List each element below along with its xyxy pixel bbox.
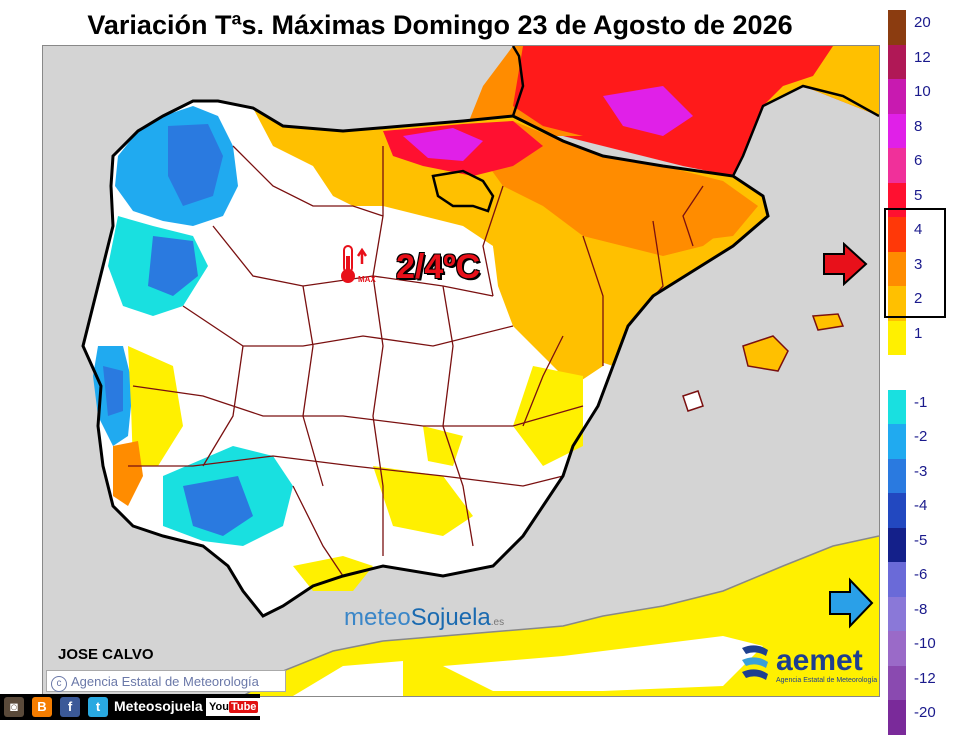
france-warm-region <box>503 46 879 176</box>
ibiza <box>682 390 704 412</box>
province-borders <box>128 145 704 577</box>
aemet-logo: aemet Agencia Estatal de Meteorología <box>736 640 878 688</box>
author-credit: JOSE CALVO <box>58 646 154 663</box>
legend-label: -4 <box>914 497 928 514</box>
legend-label: -8 <box>914 600 928 618</box>
legend-swatch <box>888 44 906 79</box>
aemet-subtitle: Agencia Estatal de Meteorología <box>776 677 878 684</box>
france-coast <box>511 46 879 177</box>
agency-credit: c Agencia Estatal de Meteorología <box>46 670 286 692</box>
south-yellow <box>293 556 373 591</box>
france-orange-fringe <box>463 46 583 136</box>
legend-label: 6 <box>914 152 923 169</box>
legend-label: -5 <box>914 531 928 549</box>
mallorca <box>742 335 789 372</box>
warm-arrow-icon <box>823 242 868 286</box>
coastline <box>81 99 770 618</box>
legend-swatch <box>888 562 906 597</box>
africa-coast <box>242 535 879 696</box>
thermometer-max-icon: MAX <box>341 245 376 284</box>
youtube-tube: Tube <box>228 701 259 713</box>
legend-swatch <box>888 148 906 183</box>
legend-swatch <box>888 320 906 355</box>
social-label[interactable]: Meteosojuela <box>114 698 203 714</box>
map-svg <box>81 46 879 696</box>
instagram-icon[interactable]: ◙ <box>4 697 24 717</box>
cold-arrow-icon <box>829 577 874 629</box>
legend-label: 5 <box>914 186 923 204</box>
north-africa-west-white <box>293 661 403 696</box>
aemet-swirl-icon <box>742 645 768 680</box>
legend-swatch <box>888 527 906 562</box>
catalonia-orange <box>643 176 758 241</box>
legend-label: 8 <box>914 117 923 135</box>
legend-label: 20 <box>914 14 931 31</box>
legend-swatch <box>888 389 906 424</box>
legend-swatch <box>888 79 906 114</box>
twitter-icon[interactable]: t <box>88 697 108 717</box>
legend-swatch <box>888 665 906 700</box>
watermark-suffix: .es <box>490 617 505 628</box>
legend-label: 4 <box>914 221 923 238</box>
temperature-annotation: 2/4ºC <box>396 248 481 286</box>
legend-label: -10 <box>914 635 936 652</box>
legend-swatch <box>888 700 906 735</box>
north-magenta-patch <box>403 128 483 161</box>
legend-swatch <box>888 493 906 528</box>
thermometer-label: MAX <box>358 275 376 284</box>
legend-label: -20 <box>914 704 936 721</box>
magenta-spot <box>603 86 693 136</box>
facebook-icon[interactable]: f <box>60 697 80 717</box>
portugal-west-yellow <box>128 346 183 466</box>
color-legend: 20 12 10 8 6 5 4 3 2 1 -1 -2 -3 -4 -5 -6 -8 -10 -12 -20 <box>888 10 958 735</box>
legend-label: -12 <box>914 669 936 687</box>
north-africa-white <box>443 636 763 691</box>
legend-swatch <box>888 251 906 286</box>
blogger-icon[interactable]: B <box>32 697 52 717</box>
legend-swatch <box>888 458 906 493</box>
legend-highlight-box <box>884 208 946 318</box>
youtube-icon[interactable]: You Tube <box>206 698 262 716</box>
legend-label: 3 <box>914 255 923 273</box>
legend-label: -6 <box>914 566 928 583</box>
la-rioja-outline <box>431 169 495 213</box>
legend-swatch <box>888 113 906 148</box>
aemet-name: aemet <box>776 644 863 677</box>
legend-label: 12 <box>914 48 931 66</box>
legend-label: -3 <box>914 462 928 480</box>
map-title: Variación Tªs. Máximas Domingo 23 de Ago… <box>87 10 793 40</box>
galicia-dark <box>168 124 223 206</box>
legend-swatch <box>888 596 906 631</box>
legend-label: 1 <box>914 324 923 342</box>
watermark-part2: Sojuela <box>410 604 491 631</box>
legend-swatch <box>888 286 906 321</box>
legend-swatch <box>888 424 906 459</box>
meteosojuela-watermark: meteoSojuela.es <box>344 604 504 632</box>
murcia-yellow <box>373 466 473 536</box>
watermark-part1: meteo <box>344 604 411 631</box>
legend-label: 10 <box>914 83 931 100</box>
social-bar: ◙ B f t Meteosojuela You Tube <box>0 694 262 720</box>
portugal-north-blue <box>148 236 198 296</box>
legend-label: -2 <box>914 428 928 445</box>
legend-label: 2 <box>914 290 923 307</box>
legend-swatch <box>888 355 906 390</box>
legend-label: -1 <box>914 393 928 411</box>
youtube-you: You <box>209 701 229 713</box>
temperature-map <box>42 45 880 697</box>
menorca <box>811 313 845 331</box>
agency-credit-text: Agencia Estatal de Meteorología <box>71 674 259 689</box>
ebro-yellow <box>493 246 603 386</box>
legend-swatch <box>888 631 906 666</box>
portugal-south-orange <box>113 441 143 506</box>
copyright-icon: c <box>51 676 67 692</box>
andalusia-dark <box>183 476 253 536</box>
legend-swatch <box>888 217 906 252</box>
portugal-west-dark <box>103 366 123 416</box>
legend-swatch <box>888 10 906 45</box>
